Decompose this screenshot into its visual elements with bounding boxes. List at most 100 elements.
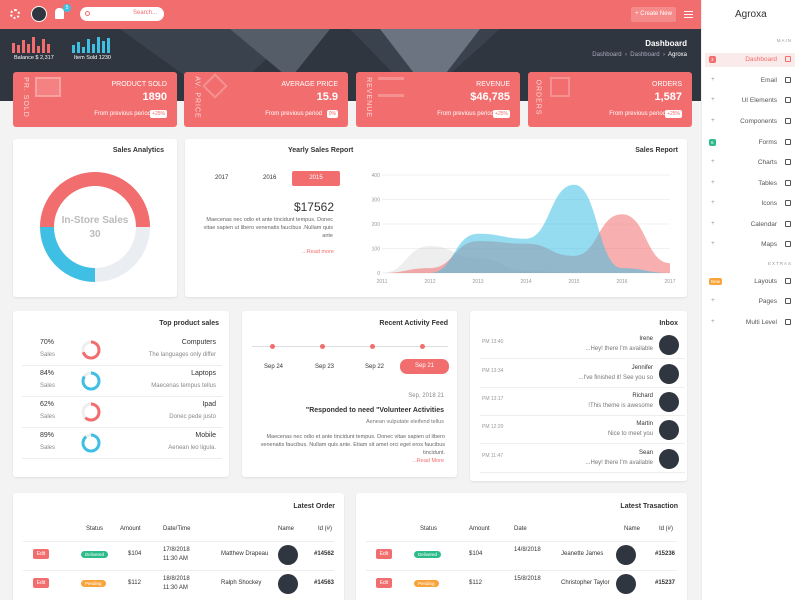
breadcrumb-item[interactable]: Dashboard bbox=[592, 52, 622, 58]
timeline-date[interactable]: Sep 22 bbox=[365, 364, 385, 370]
product-percent: 89% bbox=[40, 432, 55, 439]
sidebar-item-components[interactable]: + Components bbox=[705, 115, 795, 129]
product-percent: 84% bbox=[40, 370, 55, 377]
column-header[interactable]: Status bbox=[86, 526, 104, 532]
column-header[interactable]: Id (#) bbox=[318, 526, 333, 532]
sidebar-item-maps[interactable]: + Maps bbox=[705, 238, 795, 252]
yearly-amount: $17562 bbox=[293, 200, 334, 214]
sidebar-item-label: Tables bbox=[758, 180, 777, 187]
ring-fill bbox=[81, 371, 101, 391]
inbox-item[interactable]: PM 11:47 Sean ...Hey! there I'm availabl… bbox=[480, 447, 685, 473]
avatar[interactable] bbox=[278, 574, 298, 594]
timeline-dot[interactable] bbox=[420, 344, 425, 349]
column-header[interactable]: Date/Time bbox=[163, 526, 191, 532]
sidebar-item-dashboard[interactable]: 3 Dashboard bbox=[705, 53, 795, 67]
sidebar-item-email[interactable]: + Email bbox=[705, 74, 795, 88]
inbox-name: Martin bbox=[636, 421, 653, 427]
timeline-date[interactable]: Sep 23 bbox=[315, 364, 335, 370]
sidebar-item-charts[interactable]: + Charts bbox=[705, 156, 795, 170]
name-cell: Matthew Drapeau bbox=[221, 551, 269, 557]
name-cell: Ralph Shockey bbox=[221, 580, 262, 586]
stat-value: 15.9 bbox=[316, 91, 338, 103]
search-input[interactable]: Search... bbox=[80, 7, 164, 21]
status-badge: Pending bbox=[81, 580, 106, 587]
avatar[interactable] bbox=[659, 392, 679, 412]
year-tab-2015[interactable]: 2015 bbox=[292, 171, 340, 186]
plus-icon: + bbox=[711, 297, 715, 304]
column-header[interactable]: Status bbox=[420, 526, 438, 532]
inbox-time: PM 11:47 bbox=[482, 453, 504, 459]
sidebar-item-forms[interactable]: 6 Forms bbox=[705, 136, 795, 150]
y-tick-label: 200 bbox=[372, 222, 381, 228]
brand-logo[interactable]: Agroxa bbox=[735, 9, 767, 20]
time-cell: 11:30 AM bbox=[163, 556, 188, 562]
avatar[interactable] bbox=[659, 420, 679, 440]
product-percent: 70% bbox=[40, 339, 55, 346]
sidebar-item-tables[interactable]: + Tables bbox=[705, 177, 795, 191]
edit-button[interactable]: Edit bbox=[33, 549, 49, 559]
column-header[interactable]: Amount bbox=[120, 526, 141, 532]
amount-cell: $104 bbox=[469, 551, 483, 557]
x-tick-label: 2014 bbox=[520, 279, 531, 285]
timeline-date[interactable]: Sep 24 bbox=[264, 364, 284, 370]
bell-icon[interactable] bbox=[55, 8, 64, 19]
date-cell: 14/8/2018 bbox=[514, 547, 541, 553]
item-sold-label: Item Sold 1230 bbox=[74, 55, 111, 61]
inbox-item[interactable]: PM 13:40 Irene ...Hey! there I'm availab… bbox=[480, 333, 685, 359]
timeline-dot[interactable] bbox=[370, 344, 375, 349]
timeline-dot[interactable] bbox=[270, 344, 275, 349]
amount-cell: $104 bbox=[128, 551, 142, 557]
avatar[interactable] bbox=[278, 545, 298, 565]
date-cell: 18/8/2018 bbox=[163, 576, 190, 582]
column-header[interactable]: Id (#) bbox=[659, 526, 674, 532]
avatar[interactable] bbox=[659, 364, 679, 384]
inbox-item[interactable]: PM 13:17 Richard !This theme is awesome bbox=[480, 390, 685, 416]
column-header[interactable]: Name bbox=[278, 526, 295, 532]
settings-icon[interactable] bbox=[10, 9, 20, 19]
sidebar-item-layouts[interactable]: New Layouts bbox=[705, 275, 795, 289]
menu-icon[interactable] bbox=[684, 11, 693, 18]
sidebar-item-label: Forms bbox=[758, 139, 777, 146]
avatar[interactable] bbox=[616, 574, 636, 594]
avatar[interactable] bbox=[659, 449, 679, 469]
product-name: Ipad bbox=[202, 401, 216, 408]
x-tick-label: 2013 bbox=[472, 279, 483, 285]
sidebar-item-pages[interactable]: + Pages bbox=[705, 295, 795, 309]
edit-button[interactable]: Edit bbox=[33, 578, 49, 588]
stat-badge: +25% bbox=[665, 110, 682, 118]
inbox-item[interactable]: PM 13:34 Jennifer ...I've finished it! S… bbox=[480, 362, 685, 388]
list-icon bbox=[785, 319, 791, 325]
edit-button[interactable]: Edit bbox=[376, 549, 392, 559]
sidebar-item-label: Charts bbox=[757, 159, 777, 166]
create-new-button[interactable]: + Create New bbox=[631, 7, 676, 22]
stat-card-average-price: AV. PRICE AVERAGE PRICE 15.9 From previo… bbox=[184, 72, 348, 127]
read-more-link[interactable]: ...Read More bbox=[412, 458, 444, 464]
sales-analytics-card: Sales Analytics In-Store Sales 30 bbox=[13, 139, 177, 297]
timeline-dot[interactable] bbox=[320, 344, 325, 349]
breadcrumb-item[interactable]: Dashboard bbox=[630, 52, 660, 58]
read-more-link[interactable]: ...Read more bbox=[302, 249, 334, 255]
yearly-description: Maecenas nec odio et ante tincidunt temp… bbox=[203, 217, 333, 239]
inbox-item[interactable]: PM 12:20 Martin Nice to meet you bbox=[480, 418, 685, 444]
column-header[interactable]: Name bbox=[624, 526, 641, 532]
column-header[interactable]: Date bbox=[514, 526, 527, 532]
avatar[interactable] bbox=[616, 545, 636, 565]
year-tab-2017[interactable]: 2017 bbox=[215, 175, 229, 181]
avatar[interactable] bbox=[31, 6, 47, 22]
stat-label: PRODUCT SOLD bbox=[111, 81, 168, 88]
avatar[interactable] bbox=[659, 335, 679, 355]
column-header[interactable]: Amount bbox=[469, 526, 490, 532]
sidebar-item-multi-level[interactable]: + Multi Level bbox=[705, 316, 795, 330]
sidebar-item-icons[interactable]: + Icons bbox=[705, 197, 795, 211]
inbox-time: PM 13:40 bbox=[482, 339, 504, 345]
timeline-date-active[interactable]: Sep 21 bbox=[400, 359, 449, 374]
table-row bbox=[23, 570, 334, 598]
year-tab-2016[interactable]: 2016 bbox=[263, 175, 277, 181]
sidebar-item-calendar[interactable]: + Calendar bbox=[705, 218, 795, 232]
x-tick-label: 2012 bbox=[424, 279, 435, 285]
status-badge: Delivered bbox=[414, 551, 442, 558]
sidebar-item-ui-elements[interactable]: + UI Elements bbox=[705, 94, 795, 108]
stat-value: 1,587 bbox=[654, 91, 682, 103]
id-cell: #15236 bbox=[655, 551, 676, 557]
edit-button[interactable]: Edit bbox=[376, 578, 392, 588]
